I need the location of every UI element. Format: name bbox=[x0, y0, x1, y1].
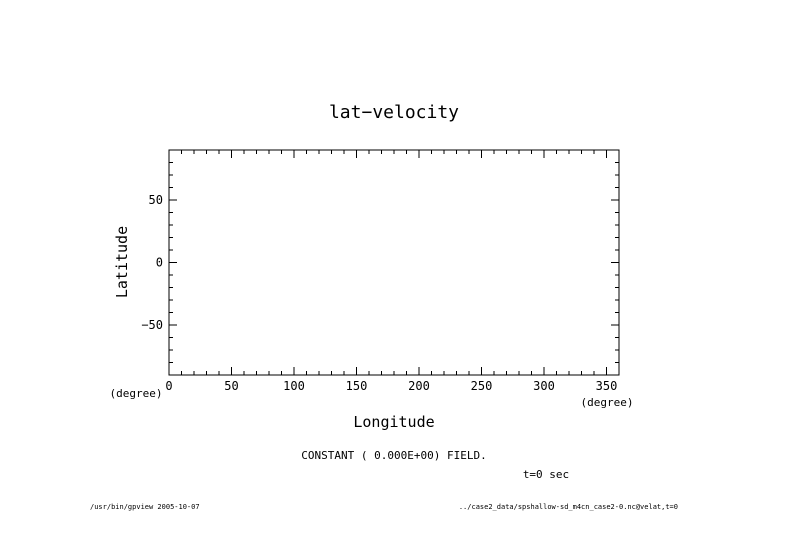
footer-right: ../case2_data/spshallow-sd_m4cn_case2-0.… bbox=[459, 503, 678, 511]
chart-title: lat−velocity bbox=[329, 102, 459, 123]
y-tick-label: 0 bbox=[156, 256, 163, 270]
x-tick-label: 300 bbox=[533, 379, 555, 393]
y-tick-labels: −50 0 50 bbox=[141, 193, 163, 332]
y-axis-unit: (degree) bbox=[110, 387, 163, 400]
time-label: t=0 sec bbox=[523, 468, 569, 481]
x-tick-label: 150 bbox=[346, 379, 368, 393]
plot-frame bbox=[168, 149, 620, 376]
y-tick-label: 50 bbox=[149, 193, 163, 207]
x-axis-label: Longitude bbox=[353, 413, 434, 431]
constant-field-note: CONSTANT ( 0.000E+00) FIELD. bbox=[301, 449, 486, 462]
x-tick-label: 50 bbox=[224, 379, 238, 393]
y-axis-label: Latitude bbox=[113, 226, 131, 298]
x-tick-label: 0 bbox=[165, 379, 172, 393]
x-tick-label: 250 bbox=[471, 379, 493, 393]
y-tick-label: −50 bbox=[141, 318, 163, 332]
x-axis-unit: (degree) bbox=[581, 396, 634, 409]
axis-ticks bbox=[168, 149, 620, 376]
x-tick-labels: 0 50 100 150 200 250 300 350 bbox=[165, 379, 617, 393]
footer-left: /usr/bin/gpview 2005-10-07 bbox=[90, 503, 200, 511]
x-tick-label: 100 bbox=[283, 379, 305, 393]
x-tick-label: 350 bbox=[596, 379, 618, 393]
x-tick-label: 200 bbox=[408, 379, 430, 393]
